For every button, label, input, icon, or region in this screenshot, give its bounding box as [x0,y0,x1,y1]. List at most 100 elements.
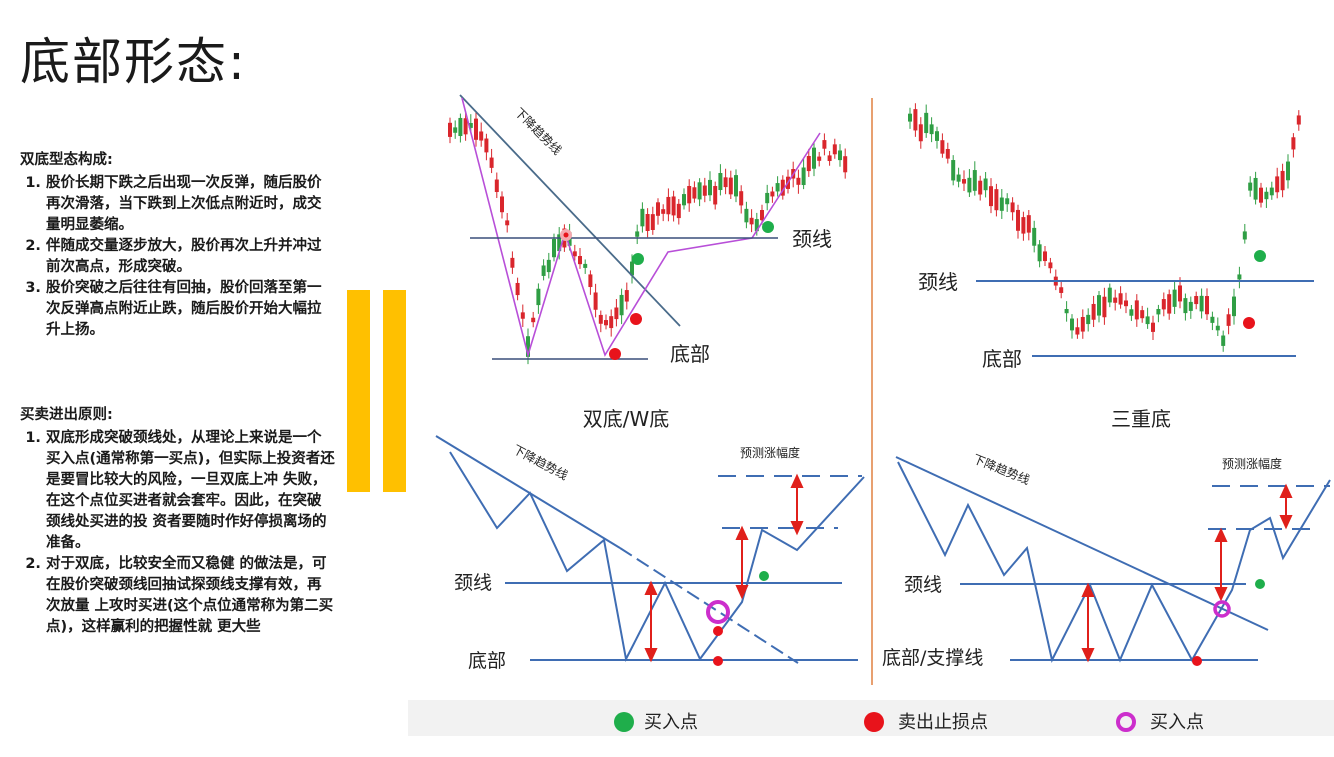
w-diag-target-arrow-2 [790,473,804,536]
principle-item-1: 双底形成突破颈线处，从理论上来说是一个买入点(通常称第一买点)，但实际上投资者还… [46,428,335,554]
candle-body [951,160,956,181]
w-diag-target-arrow-1 [735,525,749,600]
candle-body [713,186,718,205]
candle-body [708,179,712,196]
candle-body [1167,294,1172,314]
w-bottom-label: 底部 [670,342,710,366]
buy-point-icon [1254,250,1266,262]
candle-body [1291,137,1296,150]
candle-body [1048,262,1053,269]
triple-bottom-candles [908,103,1301,352]
candle-body [682,194,686,206]
candle-body [635,231,640,237]
candle-body [1016,209,1020,231]
legend-buy-label: 买入点 [644,712,698,733]
candle-body [994,189,999,211]
candle-body [718,172,723,191]
candle-body [552,238,556,258]
candle-body [924,112,929,134]
triple-diag-height-arrow [1081,582,1095,663]
candle-body [1199,295,1204,312]
candle-body [1286,161,1290,181]
buy-point-2-icon [706,600,730,624]
candle-body [531,317,536,323]
candle-body [983,178,988,191]
page-title: 底部形态: [20,33,247,91]
candle-body [494,179,499,193]
candle-body [989,186,993,207]
legend-buy2-label: 买入点 [1150,712,1204,733]
triple-diag-target-arrow-1 [1214,527,1228,602]
candle-body [1215,325,1220,331]
candle-body [1129,309,1134,316]
candle-body [614,307,619,320]
candle-body [760,210,764,221]
candle-body [1091,303,1096,320]
candle-body [1264,191,1269,200]
candle-body [908,113,912,122]
candle-body [458,117,463,137]
candle-body [1010,202,1015,213]
triple-caption: 三重底 [1111,407,1171,431]
candle-body [578,256,582,265]
candle-body [1248,182,1253,191]
candle-body [671,196,676,216]
candle-body [541,265,546,276]
candle-body [1102,296,1107,318]
candle-body [1118,293,1123,305]
candle-body [843,156,848,173]
candle-body [692,187,697,199]
w-diag-forecast-label: 预测涨幅度 [740,445,800,460]
sell-point-icon [1243,317,1255,329]
candle-body [1156,308,1161,315]
candle-body [744,208,749,223]
candle-body [1107,287,1112,303]
candle-body [448,122,452,137]
triple-diag-trendline [895,456,1269,631]
candle-body [500,196,504,213]
sell-point-icon [713,626,723,636]
candle-body [749,217,754,225]
candle-body [913,109,918,131]
candle-body [1210,316,1215,323]
candle-body [775,183,780,192]
candle-body [734,175,738,197]
candle-body [806,155,811,172]
candle-body [1226,314,1231,326]
candle-body [505,220,510,226]
candle-body [1205,296,1209,315]
candle-body [1124,300,1128,307]
w-caption: 双底/W底 [583,407,670,431]
candle-body [676,203,681,219]
candle-body [1080,316,1085,332]
equals-bar-right [383,290,406,492]
candle-body [1086,314,1091,325]
candle-body [1237,274,1242,280]
candle-body [1140,310,1145,319]
triple-diag-trend-label: 下降趋势线 [971,452,1032,487]
triple-diag-bottom-label: 底部/支撑线 [882,647,983,669]
sell-point-icon [630,313,642,325]
legend: 买入点 卖出止损点 买入点 [408,700,1334,736]
candle-body [1064,309,1069,314]
w-neck-label: 颈线 [792,227,832,251]
candle-body [624,290,629,302]
sell-point-icon [609,348,621,360]
candle-body [645,214,650,232]
candle-body [935,131,939,141]
candle-body [479,131,484,141]
candle-body [463,118,468,135]
candle-body [1134,300,1139,320]
formation-item-1: 股价长期下跌之后出现一次反弹，随后股价再次滑落，当下跌到上次低点附近时，成交量明… [46,173,335,236]
candle-body [588,274,593,288]
candle-body [838,150,842,161]
candle-body [978,180,983,195]
candle-body [780,179,785,196]
candle-body [1005,198,1010,205]
candle-body [1075,327,1080,335]
candle-body [812,147,816,169]
triple-diag-neck-label: 颈线 [904,574,942,596]
legend-buy-icon [614,712,634,732]
candle-body [796,177,801,185]
